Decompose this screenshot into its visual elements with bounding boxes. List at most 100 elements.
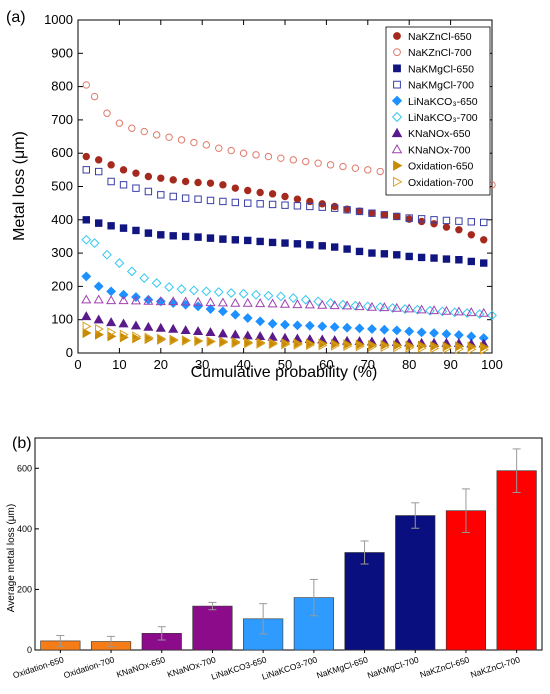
series-oxidation-700: [82, 321, 489, 355]
data-point: [144, 172, 153, 181]
data-point: [367, 324, 377, 334]
data-point: [169, 176, 177, 184]
data-point: [280, 319, 290, 330]
y-tick-label: 400: [51, 212, 73, 227]
data-point: [281, 192, 289, 201]
data-point: [281, 239, 289, 247]
data-point: [206, 196, 215, 205]
bar-category-label: LiNaKCO3-700: [261, 654, 319, 681]
data-point: [107, 177, 115, 186]
y-tick-label: 200: [51, 278, 73, 293]
data-point: [164, 282, 174, 292]
bar-y-tick-label: 400: [17, 524, 32, 534]
data-point: [107, 161, 115, 169]
data-point: [391, 325, 402, 336]
data-point: [279, 298, 291, 308]
data-point: [354, 323, 365, 334]
legend-marker: [391, 111, 403, 123]
data-point: [268, 238, 277, 247]
legend-entry: NaKMgCl-700: [408, 80, 474, 92]
bar-y-tick-label: 600: [17, 463, 32, 473]
data-point: [343, 206, 351, 214]
data-point: [194, 178, 202, 187]
legend-marker: [391, 95, 403, 106]
data-point: [304, 299, 315, 309]
data-point: [190, 138, 198, 147]
legend-entry: LiNaKCO₃-650: [408, 96, 478, 108]
bar: [496, 470, 537, 651]
bar-y-tick-label: 0: [27, 645, 32, 655]
y-tick-label: 500: [51, 179, 73, 194]
bar: [395, 515, 436, 651]
x-tick-label: 70: [361, 357, 375, 372]
data-point: [306, 339, 316, 351]
data-point: [338, 299, 348, 310]
data-point: [302, 157, 310, 166]
legend-entry: NaKMgCl-650: [408, 63, 474, 75]
data-point: [194, 195, 202, 203]
bar-category-label: NaKZnCl-700: [469, 654, 521, 680]
data-point: [405, 214, 413, 222]
data-point: [155, 296, 166, 306]
legend-marker: [393, 176, 403, 188]
data-point: [267, 318, 278, 329]
data-point: [467, 218, 475, 226]
data-point: [205, 327, 216, 337]
y-tick-label: 1000: [44, 12, 73, 27]
data-point: [404, 303, 415, 313]
x-tick-label: 50: [278, 357, 292, 372]
data-point: [467, 257, 475, 266]
data-point: [268, 190, 277, 198]
x-tick-label: 10: [112, 357, 126, 372]
data-point: [168, 296, 179, 306]
data-point: [281, 339, 291, 350]
data-point: [467, 344, 477, 355]
legend-marker: [393, 48, 401, 57]
data-point: [281, 201, 289, 209]
data-point: [242, 297, 253, 307]
data-point: [118, 289, 129, 300]
data-point: [193, 326, 204, 336]
data-point: [441, 329, 452, 339]
data-point: [330, 340, 340, 351]
data-point: [368, 341, 378, 352]
data-point: [376, 167, 384, 176]
data-point: [317, 321, 328, 332]
data-point: [474, 309, 485, 319]
data-point: [107, 222, 115, 230]
data-point: [115, 119, 124, 127]
data-point: [417, 215, 426, 223]
data-point: [330, 202, 339, 211]
data-point: [230, 297, 241, 307]
data-point: [217, 328, 228, 338]
data-point: [417, 253, 426, 262]
data-point: [106, 317, 117, 327]
data-point: [466, 307, 477, 317]
data-point: [326, 161, 335, 169]
data-point: [304, 320, 315, 331]
legend-entry: KNaNOx-650: [408, 128, 471, 140]
data-point: [417, 342, 427, 354]
data-point: [244, 236, 252, 245]
data-point: [126, 266, 137, 277]
data-point: [226, 288, 237, 298]
data-point: [342, 322, 353, 333]
data-point: [217, 306, 228, 317]
data-point: [82, 166, 90, 174]
data-point: [256, 237, 264, 246]
data-point: [217, 297, 228, 307]
bar-category-label: NaKMgCl-650: [315, 654, 369, 680]
x-tick-label: 0: [74, 357, 81, 372]
data-point: [330, 204, 339, 212]
data-point: [130, 320, 142, 330]
data-point: [430, 220, 438, 228]
data-point: [140, 127, 148, 136]
data-point: [306, 202, 314, 211]
data-point: [102, 249, 112, 260]
data-point: [89, 238, 100, 249]
data-point: [155, 322, 166, 332]
data-point: [93, 294, 104, 304]
bar-plot-frame: [34, 437, 543, 651]
data-point: [343, 340, 353, 352]
